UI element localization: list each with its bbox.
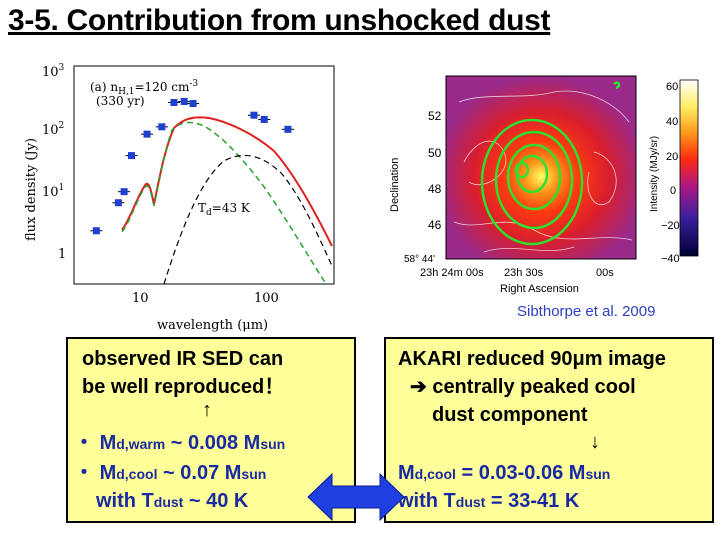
data-point-0 (92, 227, 100, 235)
cool-mass-line: ・ Md,cool ~ 0.07 Msun (74, 461, 266, 486)
cbar-tick-40: 40 (666, 116, 678, 128)
data-point-2 (120, 188, 128, 196)
dec-tick-46: 46 (428, 218, 442, 232)
data-point-10 (260, 115, 268, 123)
r-cool-m: M (398, 462, 415, 484)
panel-label: (a) nH,1=120 cm-3 (90, 79, 198, 97)
ra-tick-1: 23h 24m 00s (420, 267, 484, 279)
dec-tick-50: 50 (428, 146, 442, 160)
td-label: Td=43 K (198, 201, 251, 218)
x-tick-100: 100 (254, 291, 279, 306)
dec-tick-52: 52 (428, 109, 442, 123)
right-tdust-line: with Tdust = 33-41 K (398, 489, 579, 514)
warm-mass-line: ・ Md,warm ~ 0.008 Msun (74, 431, 285, 456)
y-ticks: 103 102 101 1 (42, 63, 66, 262)
model-curves (121, 116, 333, 285)
y-axis-label: flux density (Jy) (24, 138, 39, 241)
data-point-9 (250, 111, 258, 119)
colorbar-label: Intensity (MJy/sr) (649, 136, 660, 212)
data-point-8 (189, 100, 197, 108)
data-point-5 (158, 123, 166, 131)
down-arrow-icon: ↓ (590, 431, 600, 453)
data-points (90, 98, 294, 235)
data-point-4 (143, 130, 151, 138)
map-y-label: Declination (389, 158, 401, 212)
cbar-tick-20: 20 (666, 151, 678, 163)
right-summary-box: AKARI reduced 90μm image ➔ centrally pea… (384, 337, 714, 523)
cool-value: ~ 0.07 M (157, 462, 242, 484)
x-axis-label: wavelength (μm) (157, 318, 268, 333)
warm-value: ~ 0.008 M (165, 432, 261, 454)
left-line-1: observed IR SED can (82, 348, 284, 370)
bullet-icon: ・ (74, 462, 94, 484)
cool-m: M (99, 462, 117, 484)
sed-chart: flux density (Jy) 103 102 101 1 10 100 w… (24, 63, 335, 333)
colorbar (679, 79, 699, 257)
right-cool-mass-line: Md,cool = 0.03-0.06 Msun (398, 461, 610, 486)
ra-tick-3: 00s (596, 267, 614, 279)
citation: Sibthorpe et al. 2009 (517, 303, 656, 320)
akari-map: Declination 52 50 48 46 58° 44' 60 40 20… (389, 75, 699, 295)
black-dashed-cool-curve (163, 154, 333, 285)
dec-tick-44: 58° 44' (404, 254, 435, 265)
cbar-tick-m20: −20 (661, 220, 680, 232)
r-with-t: with T (398, 490, 456, 512)
data-point-11 (284, 125, 292, 133)
data-point-6 (170, 99, 178, 107)
y-tick-1: 1 (58, 247, 66, 262)
plot-frame (73, 65, 335, 285)
data-point-3 (127, 152, 135, 160)
x-ticks: 10 100 (132, 291, 279, 306)
double-arrow-icon (307, 472, 405, 522)
cbar-tick-0: 0 (670, 185, 676, 197)
data-point-1 (114, 199, 122, 207)
r-with-sub: dust (455, 494, 486, 510)
right-line-2: ➔ centrally peaked cool (410, 376, 636, 398)
map-y-ticks: 52 50 48 46 58° 44' (404, 109, 442, 265)
right-line-3: dust component (432, 404, 588, 426)
panel-age: (330 yr) (96, 94, 145, 108)
map-x-label: Right Ascension (500, 283, 579, 295)
warm-sub: d,warm (116, 436, 166, 452)
r-with-value: = 33-41 K (485, 490, 580, 512)
bullet-icon: ・ (74, 432, 94, 454)
map-image (445, 75, 637, 260)
colorbar-ticks: 60 40 20 0 −20 −40 (661, 81, 680, 265)
r-cool-sub: d,cool (414, 466, 456, 482)
warm-m: M (99, 432, 117, 454)
cool-sub: d,cool (116, 466, 158, 482)
dec-tick-48: 48 (428, 182, 442, 196)
left-line-2: be well reproduced！ (82, 376, 285, 398)
cbar-tick-60: 60 (666, 81, 678, 93)
data-point-7 (180, 98, 188, 106)
r-cool-value: = 0.03-0.06 M (455, 462, 586, 484)
with-t: with T (96, 490, 154, 512)
with-sub: dust (153, 494, 184, 510)
cool-unit: sun (241, 466, 267, 482)
up-arrow-icon: ↑ (202, 399, 212, 421)
right-line-1: AKARI reduced 90μm image (398, 348, 666, 370)
ra-tick-2: 23h 30s (504, 267, 544, 279)
y-tick-10: 101 (42, 183, 64, 200)
green-contours (480, 81, 621, 246)
left-summary-box: observed IR SED can be well reproduced！ … (66, 337, 356, 523)
red-model-curve (121, 116, 333, 247)
tdust-line: with Tdust ~ 40 K (96, 489, 248, 514)
warm-unit: sun (260, 436, 286, 452)
y-tick-1000: 103 (42, 63, 65, 80)
x-tick-10: 10 (132, 291, 149, 306)
cbar-tick-m40: −40 (661, 253, 680, 265)
map-x-ticks: 23h 24m 00s 23h 30s 00s (420, 267, 614, 279)
slide-title: 3-5. Contribution from unshocked dust (8, 4, 551, 37)
r-cool-unit: sun (585, 466, 611, 482)
y-tick-100: 102 (42, 121, 64, 138)
green-dashed-curve (121, 121, 327, 285)
with-value: ~ 40 K (183, 490, 249, 512)
